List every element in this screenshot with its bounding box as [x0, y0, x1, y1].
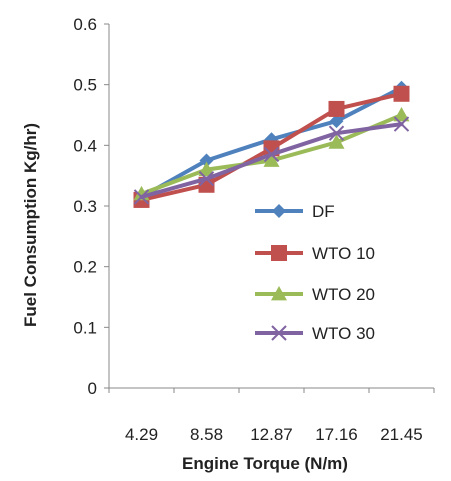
x-axis-title: Engine Torque (N/m): [182, 454, 348, 473]
legend-item-wto-10: WTO 10: [255, 244, 375, 263]
data-point-df: [329, 114, 344, 129]
legend-item-df: DF: [255, 202, 335, 221]
y-tick-label: 0.3: [73, 197, 97, 216]
legend-item-wto-20: WTO 20: [255, 285, 375, 304]
legend-swatch-marker: [271, 245, 287, 261]
y-tick-label: 0.1: [73, 318, 97, 337]
legend-swatch-marker: [272, 204, 286, 218]
series-layer: [133, 80, 410, 208]
legend-label: WTO 10: [312, 244, 375, 263]
data-point-wto-20: [393, 107, 410, 122]
y-tick-label: 0.6: [73, 15, 97, 34]
x-tick-label: 17.16: [315, 425, 358, 444]
data-point-wto-30: [198, 170, 215, 187]
series-wto-30: [133, 116, 410, 205]
x-tick-label: 4.29: [125, 425, 158, 444]
legend-item-wto-30: WTO 30: [255, 324, 375, 343]
data-point-wto-10: [328, 100, 345, 117]
y-tick-label: 0.5: [73, 76, 97, 95]
legend-label: WTO 30: [312, 324, 375, 343]
data-point-wto-20: [328, 134, 345, 149]
y-tick-label: 0.2: [73, 258, 97, 277]
legend-swatch-marker: [271, 286, 287, 301]
x-tick-label: 8.58: [190, 425, 223, 444]
y-axis-title: Fuel Consumption Kg/hr): [21, 123, 40, 327]
y-tick-label: 0: [88, 379, 97, 398]
data-point-wto-30: [393, 116, 410, 132]
data-point-wto-30: [328, 125, 345, 141]
x-axis-ticks: 4.29 8.58 12.87 17.16 21.45: [108, 388, 435, 444]
series-wto-20: [133, 107, 410, 201]
data-point-wto-20: [263, 152, 280, 167]
data-point-wto-10: [393, 85, 410, 102]
x-tick-label: 21.45: [380, 425, 423, 444]
data-point-df: [199, 153, 214, 168]
legend-label: WTO 20: [312, 285, 375, 304]
legend: DF WTO 10 WTO 20 WTO 30: [255, 202, 375, 343]
y-tick-label: 0.4: [73, 136, 97, 155]
data-point-wto-30: [263, 146, 280, 163]
y-axis-ticks: 0 0.1 0.2 0.3 0.4 0.5 0.6: [73, 15, 109, 398]
data-point-wto-20: [198, 161, 215, 176]
legend-label: DF: [312, 202, 335, 221]
legend-swatch-marker: [271, 325, 287, 341]
data-point-wto-30: [133, 189, 150, 205]
x-tick-label: 12.87: [250, 425, 293, 444]
